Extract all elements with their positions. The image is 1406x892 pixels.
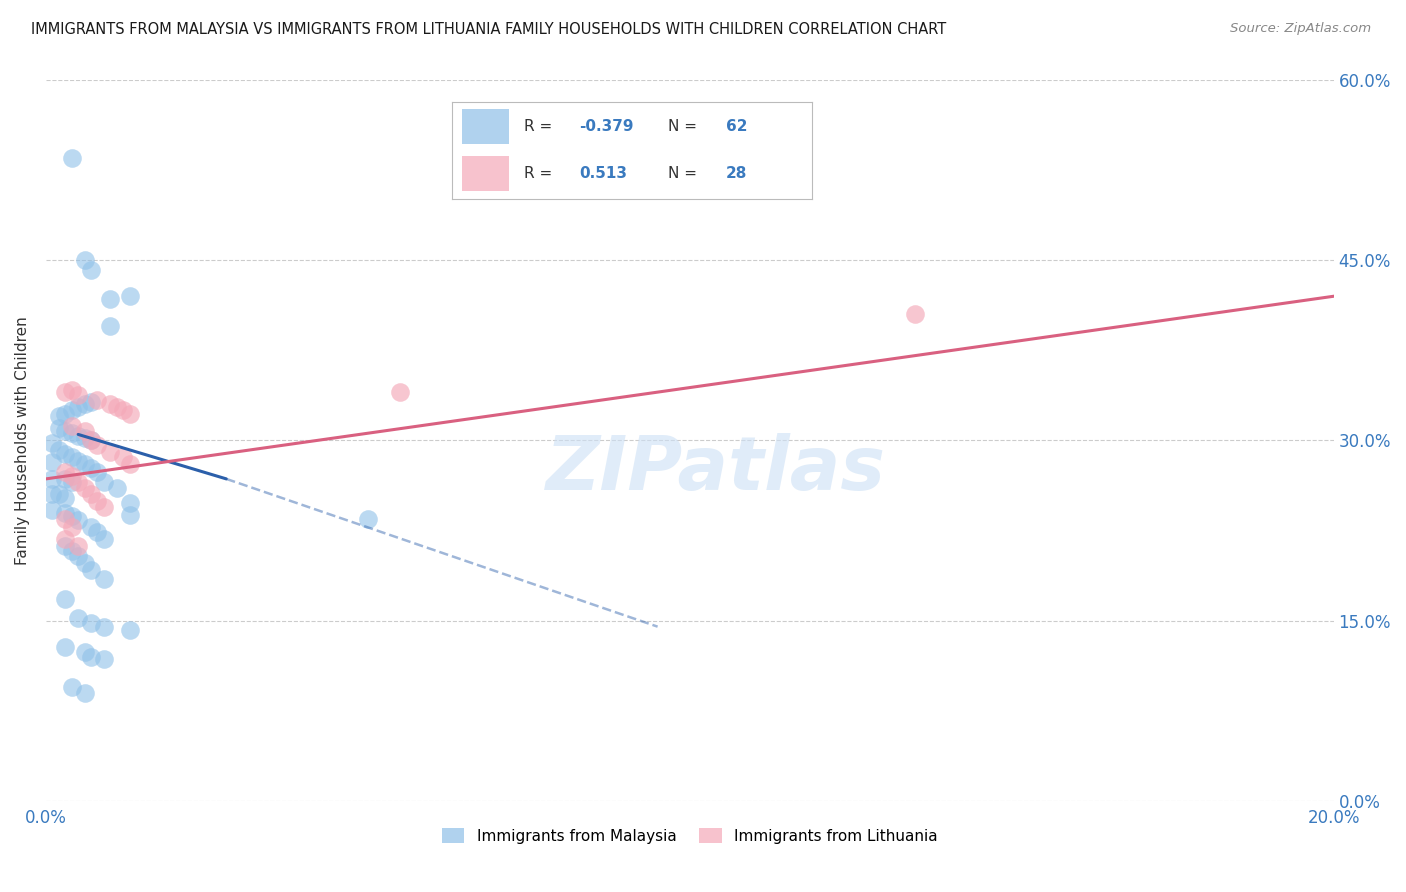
Point — [53, 385, 76, 400]
Point — [73, 431, 96, 445]
Point — [86, 493, 108, 508]
Point — [60, 426, 83, 441]
Text: ZIPatlas: ZIPatlas — [546, 433, 886, 506]
Point — [48, 443, 70, 458]
Point — [67, 428, 90, 442]
Point — [73, 424, 96, 438]
Point — [80, 461, 103, 475]
Point — [41, 503, 63, 517]
Point — [80, 563, 103, 577]
Point — [60, 151, 83, 165]
Point — [904, 307, 927, 321]
Point — [41, 472, 63, 486]
Point — [80, 434, 103, 448]
Point — [53, 532, 76, 546]
Point — [73, 482, 96, 496]
Point — [60, 680, 83, 694]
Text: Source: ZipAtlas.com: Source: ZipAtlas.com — [1230, 22, 1371, 36]
Point — [67, 549, 90, 563]
Point — [105, 400, 128, 414]
Point — [60, 450, 83, 465]
Point — [67, 475, 90, 490]
Point — [112, 450, 135, 465]
Point — [93, 500, 115, 514]
Point — [86, 465, 108, 479]
Point — [53, 424, 76, 438]
Point — [41, 487, 63, 501]
Point — [118, 496, 141, 510]
Point — [60, 469, 83, 483]
Point — [53, 506, 76, 520]
Point — [60, 383, 83, 397]
Point — [98, 397, 121, 411]
Point — [73, 686, 96, 700]
Point — [48, 409, 70, 424]
Point — [112, 403, 135, 417]
Point — [67, 454, 90, 468]
Point — [80, 262, 103, 277]
Point — [118, 289, 141, 303]
Point — [389, 385, 412, 400]
Point — [67, 611, 90, 625]
Point — [53, 472, 76, 486]
Point — [73, 253, 96, 268]
Point — [93, 572, 115, 586]
Point — [53, 407, 76, 421]
Point — [67, 513, 90, 527]
Point — [60, 419, 83, 434]
Point — [67, 388, 90, 402]
Point — [73, 397, 96, 411]
Point — [93, 652, 115, 666]
Point — [80, 487, 103, 501]
Point — [53, 539, 76, 553]
Point — [80, 395, 103, 409]
Point — [53, 511, 76, 525]
Point — [41, 455, 63, 469]
Point — [105, 482, 128, 496]
Y-axis label: Family Households with Children: Family Households with Children — [15, 316, 30, 565]
Point — [48, 421, 70, 435]
Point — [86, 392, 108, 407]
Point — [118, 508, 141, 522]
Point — [53, 640, 76, 654]
Point — [53, 447, 76, 461]
Point — [93, 532, 115, 546]
Point — [118, 458, 141, 472]
Point — [73, 458, 96, 472]
Point — [98, 319, 121, 334]
Point — [53, 465, 76, 479]
Point — [80, 434, 103, 448]
Point — [53, 592, 76, 607]
Point — [80, 649, 103, 664]
Point — [73, 645, 96, 659]
Point — [118, 624, 141, 638]
Point — [93, 620, 115, 634]
Point — [60, 403, 83, 417]
Point — [357, 511, 380, 525]
Point — [60, 509, 83, 524]
Point — [67, 400, 90, 414]
Point — [48, 487, 70, 501]
Point — [93, 475, 115, 490]
Point — [60, 475, 83, 490]
Point — [53, 491, 76, 505]
Point — [118, 407, 141, 421]
Point — [73, 556, 96, 570]
Point — [60, 544, 83, 558]
Point — [98, 292, 121, 306]
Point — [86, 524, 108, 539]
Point — [41, 435, 63, 450]
Text: IMMIGRANTS FROM MALAYSIA VS IMMIGRANTS FROM LITHUANIA FAMILY HOUSEHOLDS WITH CHI: IMMIGRANTS FROM MALAYSIA VS IMMIGRANTS F… — [31, 22, 946, 37]
Legend: Immigrants from Malaysia, Immigrants from Lithuania: Immigrants from Malaysia, Immigrants fro… — [441, 828, 938, 844]
Point — [98, 445, 121, 459]
Point — [67, 539, 90, 553]
Point — [80, 520, 103, 534]
Point — [80, 615, 103, 630]
Point — [86, 438, 108, 452]
Point — [60, 520, 83, 534]
